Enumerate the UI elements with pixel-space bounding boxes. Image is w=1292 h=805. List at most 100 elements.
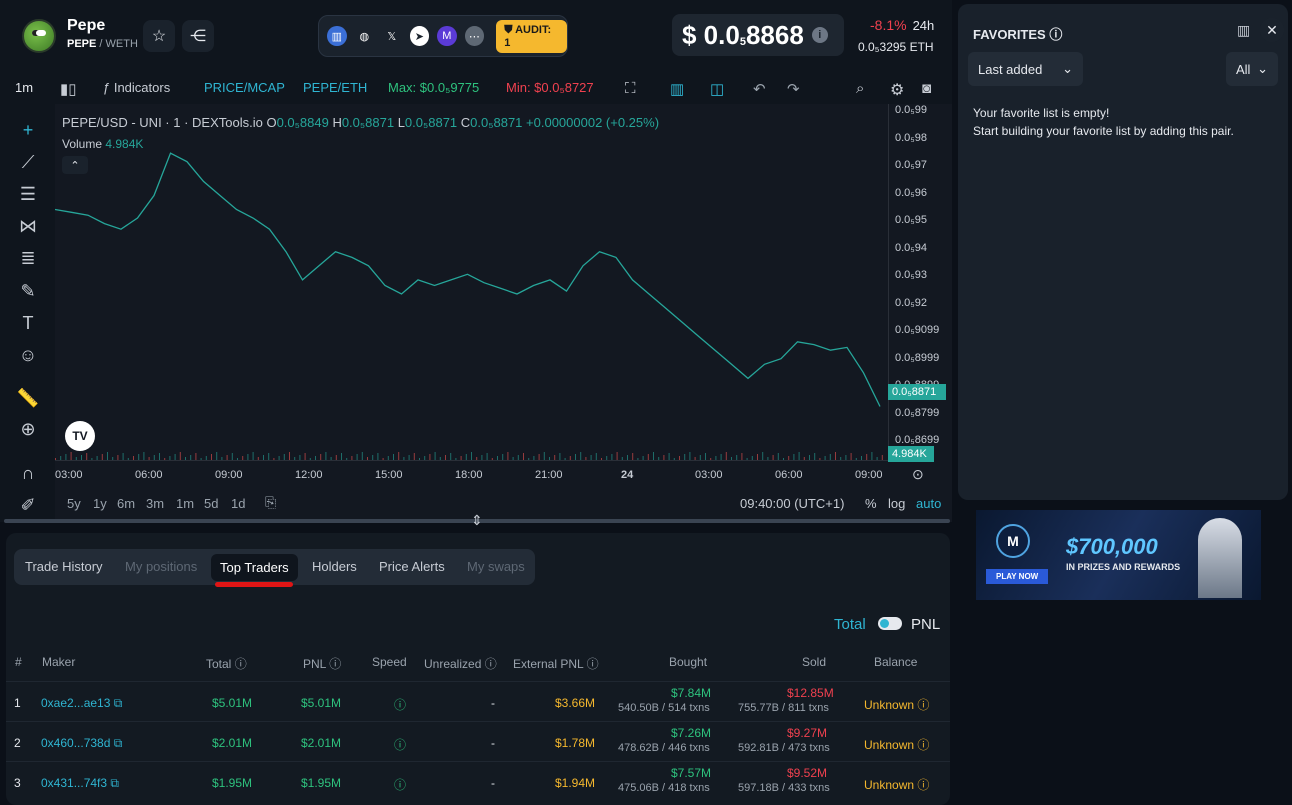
maker-address[interactable]: 0xae2...ae13 ⧉ xyxy=(41,696,123,710)
price-chart[interactable] xyxy=(0,104,952,522)
pattern-icon[interactable]: ⋈ xyxy=(19,215,37,236)
pnl-value: $1.95M xyxy=(301,776,342,790)
indicators-button[interactable]: ƒ Indicators xyxy=(103,80,171,95)
telegram-icon[interactable]: ➤ xyxy=(409,26,430,46)
pair-toggle[interactable]: PEPE/ETH xyxy=(303,80,368,95)
ruler-icon[interactable]: 📏 xyxy=(16,387,40,408)
log-toggle[interactable]: log xyxy=(888,496,906,511)
date-range-icon[interactable]: ⎘ xyxy=(265,494,277,510)
redo-icon[interactable]: ↷ xyxy=(787,81,800,98)
lock-draw-icon[interactable]: ✐ xyxy=(20,494,36,515)
magnet-icon[interactable]: ∩ xyxy=(21,462,35,483)
speed-icon[interactable]: ⓘ xyxy=(394,698,407,712)
timeframe-5y[interactable]: 5y xyxy=(67,496,81,511)
info-icon[interactable]: i xyxy=(811,27,828,43)
settings-gear-icon[interactable]: ⚙ xyxy=(890,82,905,99)
time-axis: 03:00 06:00 09:00 12:00 15:00 18:00 21:00 24 03:… xyxy=(55,460,888,488)
tab-my-positions[interactable]: My positions xyxy=(125,559,198,574)
ad-banner[interactable]: M $700,000 IN PRIZES AND REWARDS PLAY NO… xyxy=(976,510,1261,600)
price-mcap-toggle[interactable]: PRICE/MCAP xyxy=(204,80,285,95)
percent-toggle[interactable]: % xyxy=(865,496,877,511)
eth-price: 0.0₅3295 ETH xyxy=(858,40,934,54)
total-pnl-switch[interactable] xyxy=(878,617,902,630)
clock: 09:40:00 (UTC+1) xyxy=(740,496,845,511)
bought-detail: 478.62B / 446 txns xyxy=(618,742,710,754)
fullscreen-icon[interactable]: ⛶ xyxy=(625,80,636,97)
balance-unknown[interactable]: Unknown ⓘ xyxy=(864,698,930,712)
globe-icon[interactable]: ◍ xyxy=(359,30,370,43)
resize-handle-icon[interactable]: ⇕ xyxy=(471,512,483,528)
rank: 2 xyxy=(14,736,21,750)
timeframe-1y[interactable]: 1y xyxy=(93,496,107,511)
timeframe-5d[interactable]: 5d xyxy=(204,496,219,511)
col-pnl[interactable]: PNL ⓘ xyxy=(303,657,342,671)
speed-icon[interactable]: ⓘ xyxy=(394,738,407,752)
x-icon[interactable]: 𝕏 xyxy=(387,30,397,43)
text-icon[interactable]: T xyxy=(22,312,34,333)
col-total[interactable]: Total ⓘ xyxy=(206,657,247,671)
time-tick: 18:00 xyxy=(455,469,483,481)
emoji-icon[interactable]: ☺ xyxy=(18,344,38,365)
time-tick: 09:00 xyxy=(855,469,883,481)
chart-icon[interactable]: ▥ xyxy=(1237,22,1251,38)
timeframe-1m[interactable]: 1m xyxy=(176,496,195,511)
tradingview-logo[interactable]: TV xyxy=(65,421,95,451)
price-tick: 0.0₅95 xyxy=(895,214,927,226)
col-external-pnl[interactable]: External PNL ⓘ xyxy=(513,657,599,671)
share-button[interactable]: ⋲ xyxy=(182,20,214,52)
tab-holders[interactable]: Holders xyxy=(312,559,357,574)
favorites-panel: FAVORITES ⓘ ▥ ✕ Last added ⌄ All ⌄ Your fa… xyxy=(958,4,1288,500)
audit-badge[interactable]: ⛊ AUDIT: 1 xyxy=(496,19,568,53)
timeframe-3m[interactable]: 3m xyxy=(146,496,165,511)
close-panel-button[interactable]: ✕ xyxy=(1260,18,1284,42)
price-tick: 0.0₅9099 xyxy=(895,324,940,336)
panel-divider[interactable] xyxy=(4,519,950,523)
trendline-icon[interactable]: ⟋ xyxy=(21,151,35,172)
price-tick: 0.0₅8799 xyxy=(895,406,940,419)
more-icon[interactable]: ⋯ xyxy=(464,26,485,46)
undo-icon[interactable]: ↶ xyxy=(753,81,766,98)
external-pnl: $3.66M xyxy=(555,696,596,710)
bought-value: $7.26M xyxy=(671,726,712,740)
tab-trade-history[interactable]: Trade History xyxy=(25,559,103,574)
timeframe-6m[interactable]: 6m xyxy=(117,496,136,511)
camera-icon[interactable]: ◙ xyxy=(922,80,932,97)
sort-select[interactable]: Last added ⌄ xyxy=(968,52,1083,86)
total-value: $5.01M xyxy=(212,696,253,710)
tab-my-swaps[interactable]: My swaps xyxy=(467,559,525,574)
fib-icon[interactable]: ≣ xyxy=(20,247,36,268)
speed-icon[interactable]: ⓘ xyxy=(394,778,407,792)
collapse-legend-button[interactable]: ⌃ xyxy=(62,156,88,174)
maker-address[interactable]: 0x460...738d ⧉ xyxy=(41,736,123,750)
coinmarketcap-icon[interactable]: M xyxy=(437,26,457,46)
drawing-tools: + ⟋ ☰ ⋈ ≣ ✎ T ☺ 📏 ⊕ ∩ ✐ xyxy=(0,104,55,522)
interval-selector[interactable]: 1m xyxy=(15,80,34,95)
candle-type-icon[interactable]: ▮▯ xyxy=(60,81,77,98)
crosshair-icon[interactable]: + xyxy=(22,119,34,140)
tab-price-alerts[interactable]: Price Alerts xyxy=(379,559,445,574)
axis-settings-icon[interactable]: ⊙ xyxy=(912,466,924,482)
tab-top-traders[interactable]: Top Traders xyxy=(211,554,298,581)
unrealized-value: - xyxy=(491,736,495,750)
auto-toggle[interactable]: auto xyxy=(916,496,942,511)
time-tick: 06:00 xyxy=(135,469,163,481)
favorite-star-button[interactable]: ☆ xyxy=(143,20,175,52)
zoom-search-icon[interactable]: ⌕ xyxy=(856,80,865,97)
rank: 3 xyxy=(14,776,21,790)
col-rank: # xyxy=(15,655,22,669)
chart-link-icon[interactable]: ▥ xyxy=(327,26,347,46)
balance-unknown[interactable]: Unknown ⓘ xyxy=(864,738,930,752)
filter-select[interactable]: All ⌄ xyxy=(1226,52,1278,86)
balance-unknown[interactable]: Unknown ⓘ xyxy=(864,778,930,792)
brush-icon[interactable]: ✎ xyxy=(20,280,36,301)
ad-play-button[interactable]: PLAY NOW xyxy=(986,569,1049,584)
line-chart-icon[interactable]: ◫ xyxy=(710,81,725,98)
info-icon[interactable]: ⓘ xyxy=(1049,27,1063,42)
maker-address[interactable]: 0x431...74f3 ⧉ xyxy=(41,776,119,790)
timeframe-1d[interactable]: 1d xyxy=(231,496,246,511)
horizontal-lines-icon[interactable]: ☰ xyxy=(19,183,37,204)
col-unrealized[interactable]: Unrealized ⓘ xyxy=(424,657,497,671)
bar-chart-icon[interactable]: ▥ xyxy=(670,81,685,98)
ad-logo: M xyxy=(996,524,1030,558)
zoom-in-icon[interactable]: ⊕ xyxy=(20,418,36,439)
